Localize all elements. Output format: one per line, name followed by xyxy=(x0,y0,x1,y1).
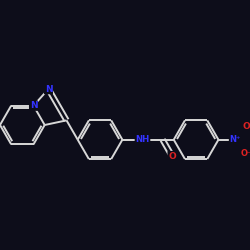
Text: N⁺: N⁺ xyxy=(230,135,241,144)
Text: N: N xyxy=(45,84,52,94)
Text: O: O xyxy=(242,122,250,131)
Text: O⁻: O⁻ xyxy=(241,148,250,158)
Text: NH: NH xyxy=(135,135,150,144)
Text: O: O xyxy=(168,152,176,161)
Text: N: N xyxy=(30,101,37,110)
